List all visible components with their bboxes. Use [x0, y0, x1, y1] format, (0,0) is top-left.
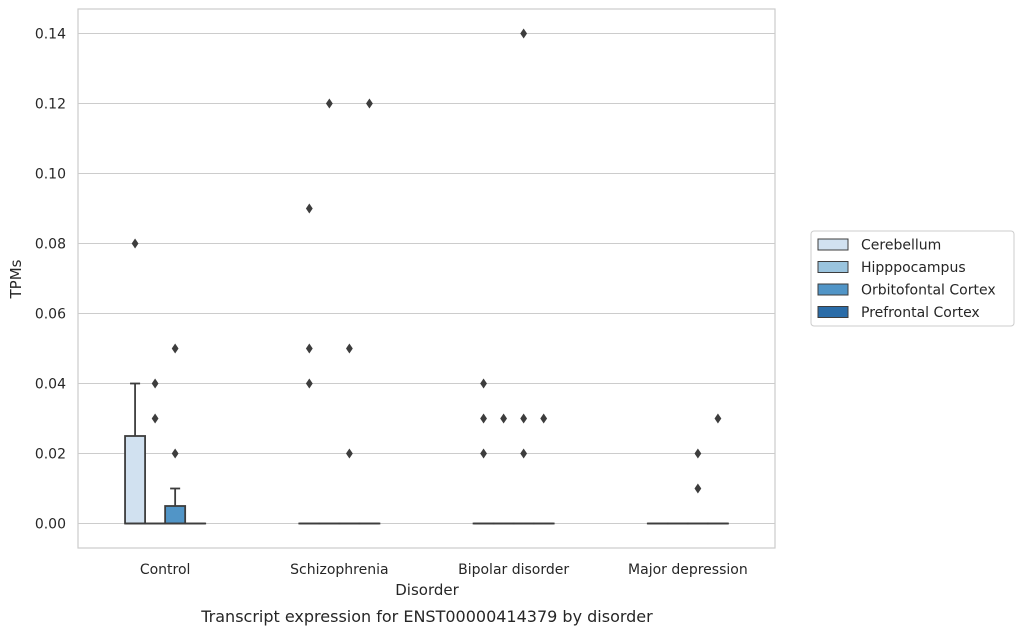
outlier-point — [520, 448, 528, 459]
outlier-point — [694, 448, 702, 459]
legend-swatch — [817, 283, 849, 296]
outlier-point — [480, 413, 487, 424]
box-orbitofontal-cortex-1 — [338, 343, 361, 525]
y-tick-label: 0.02 — [35, 447, 66, 463]
box-body — [124, 435, 146, 525]
outlier-point — [171, 448, 179, 459]
x-axis-label: Disorder — [395, 581, 459, 599]
legend-swatch — [817, 261, 849, 273]
box-body — [164, 505, 187, 525]
box-orbitofontal-cortex-2 — [512, 28, 535, 525]
legend-label: Orbitofontal Cortex — [861, 283, 996, 299]
legend-label: Hipppocampus — [861, 260, 966, 276]
outlier-point — [694, 483, 702, 494]
x-tick-label: Major depression — [628, 562, 748, 578]
box-orbitofontal-cortex-0 — [164, 343, 187, 525]
outlier-point — [480, 378, 487, 389]
box-prefrontal-cortex-3 — [707, 413, 729, 525]
box-prefrontal-cortex-1 — [358, 98, 381, 525]
y-axis-label: TPMs — [7, 259, 25, 299]
y-tick-label: 0.14 — [35, 27, 66, 43]
outlier-point — [520, 28, 528, 39]
outlier-point — [345, 343, 353, 354]
legend-frame — [810, 230, 1015, 327]
outlier-point — [305, 203, 313, 214]
chart-caption: Transcript expression for ENST0000041437… — [200, 607, 653, 626]
outlier-point — [151, 413, 159, 424]
outlier-point — [305, 378, 313, 389]
box-prefrontal-cortex-2 — [532, 413, 555, 525]
outlier-point — [520, 413, 528, 424]
outlier-point — [366, 98, 373, 109]
legend-label: Prefrontal Cortex — [861, 305, 980, 321]
outlier-point — [480, 448, 487, 459]
outlier-point — [305, 343, 313, 354]
legend-swatch — [817, 306, 849, 318]
outlier-point — [345, 448, 353, 459]
y-tick-label: 0.00 — [35, 517, 66, 533]
y-tick-label: 0.10 — [35, 167, 66, 183]
box-hipppocampus-0 — [144, 378, 167, 525]
outlier-point — [151, 378, 159, 389]
y-tick-label: 0.08 — [35, 237, 66, 253]
grid-lines — [78, 32, 775, 525]
outlier-point — [171, 343, 179, 354]
plot-frame — [77, 8, 776, 549]
y-tick-label: 0.12 — [35, 97, 66, 113]
box-cerebellum-2 — [472, 378, 495, 525]
legend-swatch — [817, 238, 849, 251]
y-tick-label: 0.04 — [35, 377, 66, 393]
x-tick-label: Bipolar disorder — [458, 562, 569, 578]
outlier-point — [500, 413, 508, 424]
box-cerebellum-0 — [124, 238, 146, 525]
box-orbitofontal-cortex-3 — [686, 448, 709, 525]
outlier-point — [325, 98, 333, 109]
y-tick-labels: 0.00 0.02 0.04 0.06 0.08 0.10 0.12 0.14 — [35, 27, 66, 533]
box-cerebellum-1 — [298, 203, 321, 525]
legend: Cerebellum Hipppocampus Orbitofontal Corte… — [810, 230, 1015, 327]
box-hipppocampus-1 — [318, 98, 341, 525]
outlier-point — [540, 413, 548, 424]
box-hipppocampus-2 — [492, 413, 515, 525]
legend-label: Cerebellum — [861, 238, 941, 254]
y-tick-label: 0.06 — [35, 307, 66, 323]
outlier-point — [131, 238, 139, 249]
box-plot-marks — [124, 28, 729, 525]
x-tick-label: Control — [140, 562, 191, 578]
outlier-point — [714, 413, 722, 424]
x-tick-label: Schizophrenia — [290, 562, 388, 578]
x-tick-labels: Control Schizophrenia Bipolar disorder Majo… — [140, 562, 748, 578]
